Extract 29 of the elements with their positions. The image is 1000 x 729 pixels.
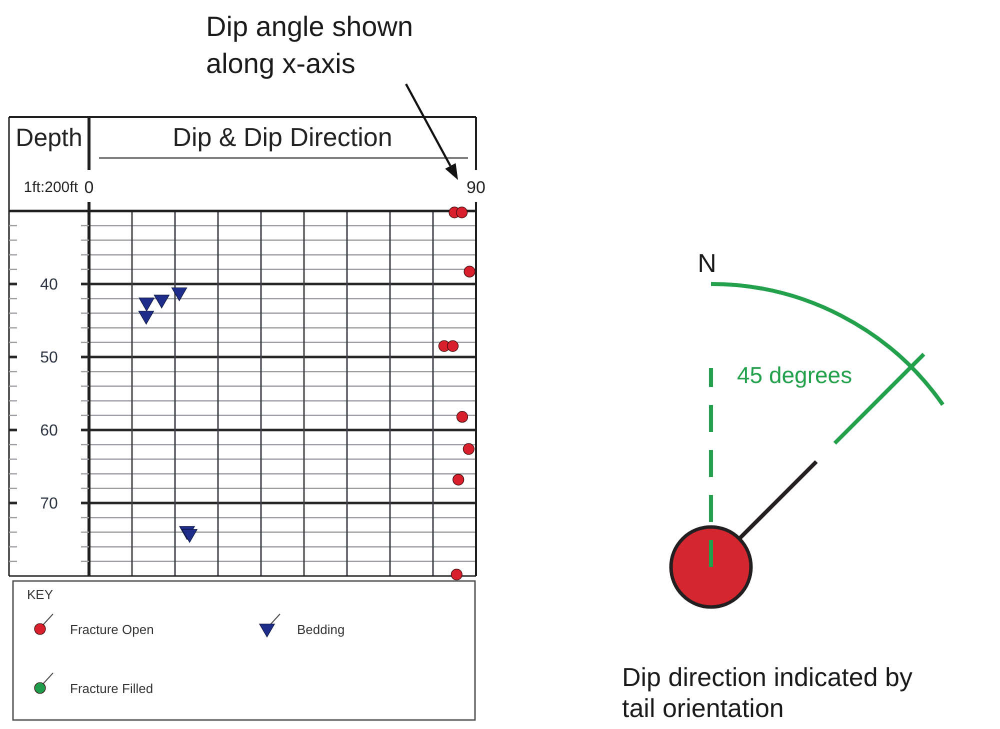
point xyxy=(456,411,468,423)
text: Dip angle shown along x-axis xyxy=(206,11,414,79)
point xyxy=(456,206,468,218)
point xyxy=(462,443,474,455)
point xyxy=(154,294,170,308)
y-tick-label: 50 xyxy=(40,350,58,367)
y-tick-label: 60 xyxy=(40,422,58,440)
y-axis-title: Depth xyxy=(16,124,82,152)
point xyxy=(446,340,459,352)
point xyxy=(452,474,464,486)
text: N xyxy=(698,248,716,278)
y-tick-label: 70 xyxy=(40,496,58,513)
legend-label: Bedding xyxy=(297,622,345,637)
point xyxy=(450,568,462,580)
text: 1ft:200ft xyxy=(24,179,79,196)
x-tick-label: 90 xyxy=(466,178,486,197)
x-tick-label: 0 xyxy=(84,178,94,197)
text: 45 degrees xyxy=(737,362,852,388)
point xyxy=(138,310,154,324)
point xyxy=(138,298,154,312)
x-axis-title: Dip & Dip Direction xyxy=(172,122,392,152)
point xyxy=(172,287,188,302)
legend-label: Fracture Open xyxy=(70,622,154,637)
legend-title: KEY xyxy=(27,587,54,602)
y-tick-label: 40 xyxy=(40,276,58,294)
legend-label: Fracture Filled xyxy=(70,681,154,696)
point xyxy=(182,529,198,543)
point xyxy=(464,266,476,278)
text: Dip direction indicated by tail orientation xyxy=(622,662,912,723)
